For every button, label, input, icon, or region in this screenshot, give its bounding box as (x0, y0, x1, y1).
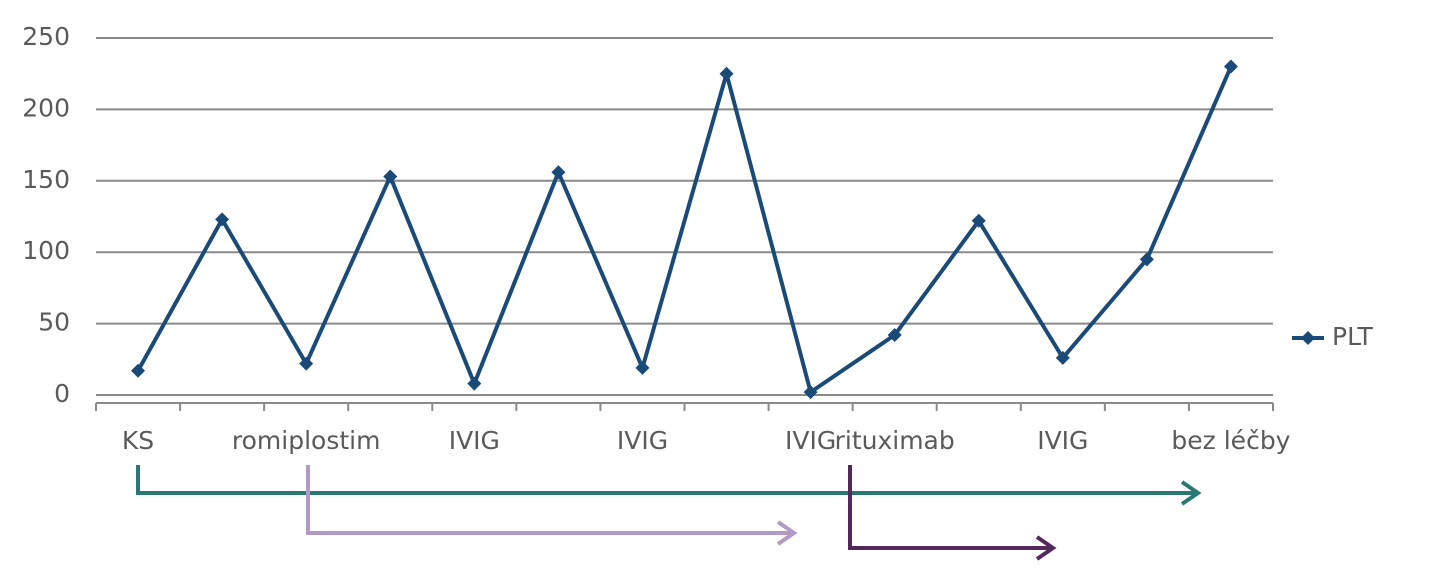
data-point (383, 169, 398, 184)
x-tick-label: romiplostim (232, 426, 381, 455)
data-point (719, 66, 734, 81)
data-point (1223, 59, 1238, 74)
y-tick-label: 100 (22, 236, 70, 265)
y-tick-label: 150 (22, 165, 70, 194)
data-point (215, 212, 230, 227)
x-tick-label: IVIG (1037, 426, 1088, 455)
data-point (803, 385, 818, 400)
y-tick-label: 250 (22, 22, 70, 51)
data-point (971, 213, 986, 228)
data-point (299, 356, 314, 371)
x-tick-label: KS (122, 426, 154, 455)
y-tick-label: 200 (22, 93, 70, 122)
data-point (635, 360, 650, 375)
arrow (848, 465, 1057, 561)
legend-label: PLT (1332, 322, 1374, 351)
y-tick-label: 50 (38, 308, 70, 337)
data-point (131, 363, 146, 378)
data-point (551, 165, 566, 180)
x-tick-label: bez léčby (1171, 426, 1290, 455)
legend-marker (1301, 331, 1315, 345)
treatment-arrows (136, 465, 1202, 561)
data-point (467, 376, 482, 391)
data-point (1055, 350, 1070, 365)
data-line (136, 65, 1233, 395)
x-tick-label: rituximab (835, 426, 955, 455)
y-tick-label: 0 (54, 379, 70, 408)
data-point (1139, 252, 1154, 267)
arrow (306, 465, 798, 546)
arrow (136, 465, 1202, 506)
x-tick-label: IVIG (785, 426, 836, 455)
x-tick-label: IVIG (617, 426, 668, 455)
data-point (887, 328, 902, 343)
x-tick-label: IVIG (449, 426, 500, 455)
